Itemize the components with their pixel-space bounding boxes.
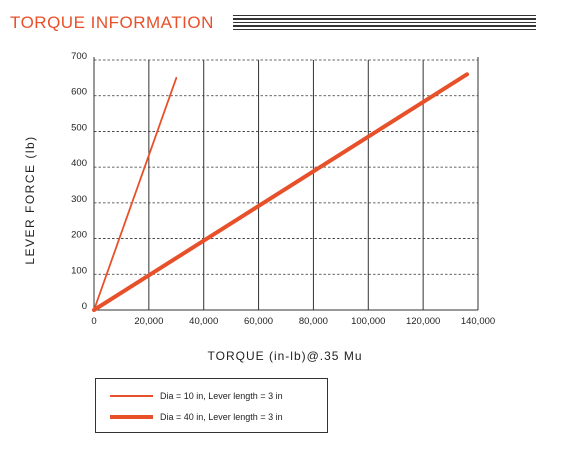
legend-label-2: Dia = 40 in, Lever length = 3 in <box>160 412 283 422</box>
y-tick-label: 200 <box>71 230 87 241</box>
chart-grid <box>94 59 478 310</box>
y-tick-label: 100 <box>71 265 87 276</box>
x-tick-label: 40,000 <box>189 316 218 327</box>
x-tick-label: 140,000 <box>461 316 495 327</box>
x-tick-label: 100,000 <box>351 316 385 327</box>
y-tick-label: 0 <box>82 301 87 312</box>
legend-swatch-1 <box>110 395 153 397</box>
x-axis-title: TORQUE (in-lb)@.35 Mu <box>208 349 363 363</box>
y-tick-label: 300 <box>71 194 87 205</box>
title-decorative-rule <box>233 15 536 32</box>
x-tick-label: 20,000 <box>134 316 163 327</box>
legend-item-2: Dia = 40 in, Lever length = 3 in <box>110 412 283 422</box>
legend-item-1: Dia = 10 in, Lever length = 3 in <box>110 391 283 401</box>
y-axis-title: LEVER FORCE (lb) <box>23 135 37 264</box>
x-tick-label: 80,000 <box>299 316 328 327</box>
y-tick-label: 700 <box>71 51 87 62</box>
x-tick-label: 120,000 <box>406 316 440 327</box>
chart-axes <box>93 57 479 311</box>
series-line-1 <box>93 77 178 311</box>
y-tick-label: 400 <box>71 158 87 169</box>
chart-legend: Dia = 10 in, Lever length = 3 in Dia = 4… <box>95 378 328 433</box>
y-tick-label: 500 <box>71 122 87 133</box>
chart-series <box>92 72 469 312</box>
legend-swatch-2 <box>110 415 153 419</box>
x-tick-label: 0 <box>91 316 96 327</box>
page-title: TORQUE INFORMATION <box>10 13 214 32</box>
chart-labels: 0 100 200 300 400 500 600 700 0 20,000 40,000 60,00… <box>23 51 495 363</box>
series-line-2 <box>92 72 469 312</box>
x-tick-label: 60,000 <box>244 316 273 327</box>
y-tick-label: 600 <box>71 87 87 98</box>
legend-label-1: Dia = 10 in, Lever length = 3 in <box>160 391 283 401</box>
